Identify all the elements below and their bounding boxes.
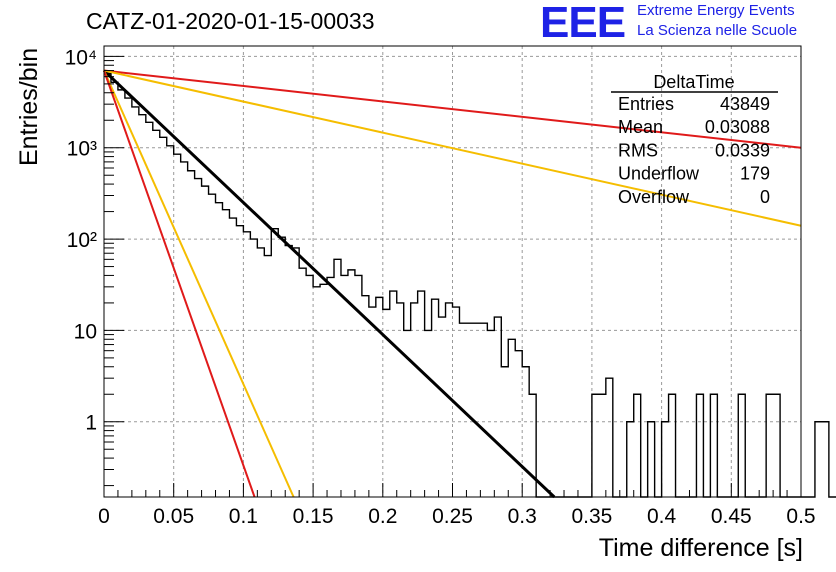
eee-logo: EEE bbox=[540, 0, 626, 47]
x-tick-label: 0.4 bbox=[647, 505, 677, 528]
fit-line bbox=[102, 69, 556, 499]
bound-line-1 bbox=[103, 69, 802, 149]
stats-label: Underflow bbox=[618, 164, 700, 184]
brand-line-2: La Scienza nelle Scuole bbox=[637, 22, 798, 39]
x-tick-label: 0.25 bbox=[432, 505, 473, 528]
bound-line-3 bbox=[103, 70, 295, 498]
x-tick-label: 0.2 bbox=[368, 505, 397, 528]
stats-value: 179 bbox=[740, 164, 770, 184]
x-tick-label: 0.05 bbox=[153, 505, 194, 528]
y-tick-label: 10³ bbox=[67, 138, 97, 161]
x-tick-label: 0.35 bbox=[571, 505, 612, 528]
bound-line-2 bbox=[103, 69, 802, 227]
stats-value: 43849 bbox=[720, 94, 770, 114]
stats-label: Mean bbox=[618, 117, 663, 137]
y-tick-label: 10² bbox=[67, 229, 97, 252]
chart-title: CATZ-01-2020-01-15-00033 bbox=[86, 8, 375, 34]
x-tick-label: 0.15 bbox=[293, 505, 334, 528]
x-tick-label: 0.45 bbox=[711, 505, 752, 528]
stats-value: 0 bbox=[760, 187, 770, 207]
y-tick-label: 10⁴ bbox=[65, 46, 97, 69]
stats-value: 0.03088 bbox=[705, 117, 770, 137]
stats-label: RMS bbox=[618, 140, 658, 160]
stats-label: Entries bbox=[618, 94, 674, 114]
x-tick-label: 0.1 bbox=[229, 505, 258, 528]
x-tick-label: 0.3 bbox=[508, 505, 537, 528]
stats-label: Overflow bbox=[618, 187, 690, 207]
y-tick-label: 10 bbox=[74, 320, 97, 343]
stats-value: 0.0339 bbox=[715, 140, 770, 160]
y-tick-label: 1 bbox=[85, 412, 97, 435]
bound-line-4 bbox=[103, 70, 256, 498]
y-axis-label: Entries/bin bbox=[15, 47, 43, 166]
brand-line-1: Extreme Energy Events bbox=[637, 2, 795, 19]
x-axis-label: Time difference [s] bbox=[598, 534, 803, 562]
x-tick-label: 0 bbox=[98, 505, 110, 528]
stats-box-title: DeltaTime bbox=[653, 72, 734, 92]
x-tick-label: 0.5 bbox=[786, 505, 815, 528]
